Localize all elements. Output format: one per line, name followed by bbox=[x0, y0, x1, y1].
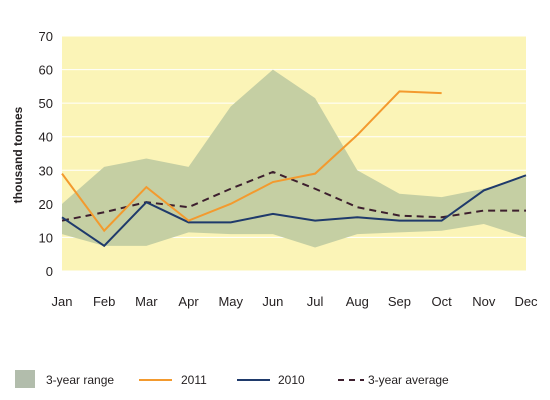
y-tick-label: 40 bbox=[39, 130, 53, 145]
series-line-2010 bbox=[61, 174, 527, 248]
x-tick-label: Nov bbox=[472, 294, 496, 309]
x-tick-label: Aug bbox=[346, 294, 369, 309]
legend-label-range: 3-year range bbox=[46, 373, 114, 387]
series-line-2011 bbox=[61, 90, 442, 233]
legend: 3-year range 2011 2010 3-year average bbox=[15, 370, 449, 388]
y-axis-label: thousand tonnes bbox=[11, 106, 25, 203]
x-tick-label: Dec bbox=[514, 294, 538, 309]
x-tick-label: Sep bbox=[388, 294, 411, 309]
x-tick-label: Jul bbox=[307, 294, 324, 309]
x-tick-label: Jun bbox=[262, 294, 283, 309]
x-tick-label: May bbox=[218, 294, 243, 309]
x-tick-label: Jan bbox=[52, 294, 73, 309]
x-tick-label: Oct bbox=[432, 294, 453, 309]
legend-swatch-range bbox=[15, 370, 35, 388]
y-axis-ticks: 0 10 20 30 40 50 60 70 bbox=[39, 29, 53, 279]
x-axis-ticks: Jan Feb Mar Apr May Jun Jul Aug Sep Oct Nov Dec bbox=[52, 294, 539, 309]
y-tick-label: 30 bbox=[39, 163, 53, 178]
y-tick-label: 0 bbox=[46, 264, 53, 279]
legend-label-3-year-average: 3-year average bbox=[368, 373, 449, 387]
y-tick-label: 20 bbox=[39, 197, 53, 212]
y-tick-label: 70 bbox=[39, 29, 53, 44]
range-area bbox=[62, 69, 526, 248]
x-tick-label: Feb bbox=[93, 294, 115, 309]
y-tick-label: 50 bbox=[39, 96, 53, 111]
x-tick-label: Apr bbox=[178, 294, 199, 309]
x-tick-label: Mar bbox=[135, 294, 158, 309]
legend-label-2011: 2011 bbox=[181, 373, 207, 387]
y-tick-label: 60 bbox=[39, 63, 53, 78]
y-tick-label: 10 bbox=[39, 230, 53, 245]
series-line-3-year-average bbox=[61, 170, 526, 222]
legend-label-2010: 2010 bbox=[278, 373, 305, 387]
